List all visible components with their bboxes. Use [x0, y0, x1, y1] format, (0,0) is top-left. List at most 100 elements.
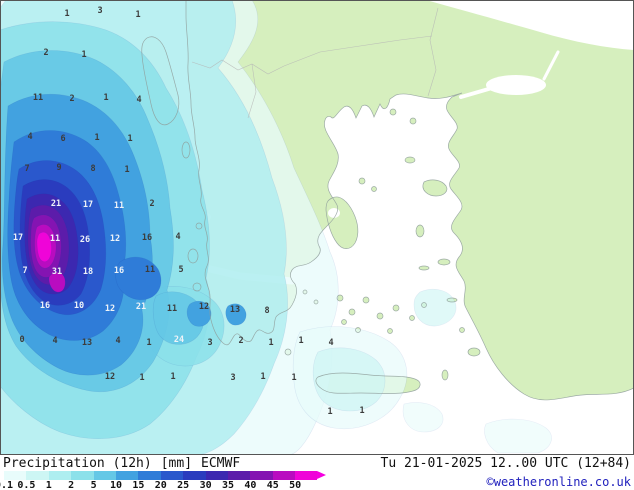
- black-sea: [426, 0, 634, 50]
- country-borders: [191, 7, 439, 119]
- copyright: ©weatheronline.co.uk: [486, 475, 632, 489]
- map-area: 1 3 1 2 1 11 2 1 4 4 6 1 1 7 9 8 1 21 17 11 2 17 11 26 12 16 4 7 31 1…: [0, 0, 634, 455]
- precip-contour-0p1: [484, 418, 552, 454]
- precip-contour-0p5: [413, 289, 457, 327]
- legend-value: 2: [68, 480, 75, 490]
- grid-precip-value: 1: [170, 372, 175, 382]
- valid-datetime: Tu 21-01-2025 12..00 UTC (12+84): [380, 456, 631, 471]
- legend-value: 15: [132, 480, 145, 490]
- model-label: ECMWF: [201, 456, 241, 471]
- grid-precip-value: 1: [268, 338, 273, 348]
- grid-precip-value: 4: [52, 336, 57, 346]
- grid-precip-value: 1: [127, 134, 132, 144]
- grid-precip-value: 5: [178, 265, 183, 275]
- grid-precip-value: 0: [19, 335, 24, 345]
- legend-value: 45: [266, 480, 279, 490]
- grid-precip-value: 2: [149, 199, 154, 209]
- grid-precip-value: 2: [69, 94, 74, 104]
- legend-segment: [183, 471, 206, 480]
- grid-precip-value: 1: [291, 373, 296, 383]
- legend-segment: [71, 471, 94, 480]
- legend-value: 35: [221, 480, 235, 490]
- precip-contour-0p1: [402, 402, 444, 433]
- grid-precip-value: 1: [94, 133, 99, 143]
- grid-precip-value: 16: [114, 266, 124, 276]
- grid-precip-value: 1: [103, 93, 108, 103]
- grid-precip-value: 7: [22, 266, 27, 276]
- grid-precip-value: 1: [359, 406, 364, 416]
- grid-precip-value: 12: [110, 234, 120, 244]
- grid-values: 1 3 12 111 2 1 44 6 1 17 9 8 121 17 11 217 11 26 12 16 47 31 1…: [13, 6, 365, 417]
- legend-arrow: [317, 471, 327, 479]
- precip-contour-10: [186, 300, 212, 327]
- legend-value: 0.1: [0, 480, 14, 490]
- grid-precip-value: 10: [74, 301, 84, 311]
- grid-precip-value: 17: [83, 200, 93, 210]
- legend-value: 40: [244, 480, 257, 490]
- legend-value: 10: [109, 480, 123, 490]
- legend-segment: [205, 471, 228, 480]
- legend-segment: [272, 471, 296, 480]
- bosporus-strait: [542, 50, 560, 81]
- grid-precip-value: 1: [124, 165, 129, 175]
- grid-precip-value: 1: [64, 9, 69, 19]
- precip-contour-15: [115, 256, 162, 301]
- grid-precip-value: 13: [82, 338, 92, 348]
- grid-precip-value: 3: [97, 6, 102, 16]
- legend-value: 50: [289, 480, 302, 490]
- dardanelles-strait: [459, 86, 494, 99]
- legend-segment: [295, 471, 318, 480]
- legend-value: 5: [90, 480, 97, 490]
- map-title: Precipitation (12h) [mm] ECMWF: [3, 456, 240, 471]
- legend-segment: [115, 471, 139, 480]
- grid-precip-value: 1: [146, 338, 151, 348]
- legend-segment: [48, 471, 72, 480]
- grid-precip-value: 26: [80, 235, 90, 245]
- grid-precip-value: 1: [327, 407, 332, 417]
- legend-segment: [138, 471, 161, 480]
- grid-precip-value: 16: [40, 301, 50, 311]
- grid-precip-value: 1: [298, 336, 303, 346]
- sea-of-marmara: [486, 75, 546, 95]
- grid-precip-value: 1: [81, 50, 86, 60]
- info-bar: Precipitation (12h) [mm] ECMWF Tu 21-01-…: [0, 455, 634, 490]
- legend-segment: [93, 471, 116, 480]
- precip-contour-0p5: [312, 347, 386, 412]
- precip-contour-50: [36, 231, 52, 262]
- grid-precip-value: 2: [238, 336, 243, 346]
- grid-precip-value: 12: [105, 372, 115, 382]
- precipitation-field: [0, 0, 552, 455]
- grid-precip-value: 11: [145, 265, 155, 275]
- grid-precip-value: 4: [27, 132, 32, 142]
- grid-precip-value: 16: [142, 233, 152, 243]
- grid-precip-value: 2: [43, 48, 48, 58]
- grid-precip-value: 8: [264, 306, 269, 316]
- grid-precip-value: 11: [33, 93, 43, 103]
- grid-precip-value: 24: [174, 335, 184, 345]
- grid-precip-value: 4: [115, 336, 120, 346]
- grid-precip-value: 4: [328, 338, 333, 348]
- legend-segment: [160, 471, 184, 480]
- grid-precip-value: 11: [50, 234, 60, 244]
- legend-value: 20: [154, 480, 167, 490]
- grid-precip-value: 17: [13, 233, 23, 243]
- legend-value: 25: [177, 480, 190, 490]
- grid-precip-value: 13: [230, 305, 240, 315]
- grid-precip-value: 7: [24, 164, 29, 174]
- legend-segment: [250, 471, 273, 480]
- legend-segment: [26, 471, 49, 480]
- grid-precip-value: 18: [83, 267, 93, 277]
- grid-precip-value: 1: [260, 372, 265, 382]
- product-label: Precipitation (12h): [3, 456, 152, 471]
- legend-segment: [227, 471, 251, 480]
- grid-precip-value: 21: [51, 199, 61, 209]
- grid-precip-value: 1: [135, 10, 140, 20]
- precip-contour-10: [225, 303, 247, 326]
- unit-label: [mm]: [160, 456, 193, 471]
- grid-precip-value: 9: [56, 163, 61, 173]
- legend-value: 30: [199, 480, 212, 490]
- legend-color-bar: [4, 471, 327, 480]
- pagasetic-gulf: [328, 208, 340, 218]
- precip-contour-45: [48, 271, 66, 293]
